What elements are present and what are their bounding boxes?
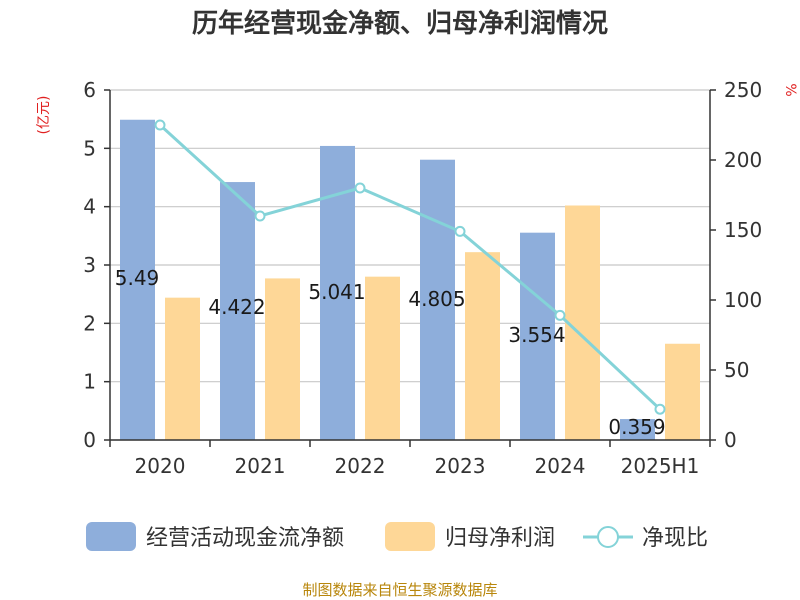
x-tick-label: 2023 xyxy=(435,454,486,478)
legend-swatch-netprofit xyxy=(385,522,435,551)
bar-netprofit xyxy=(565,205,600,440)
y-left-unit: (亿元) xyxy=(36,96,52,135)
ratio-point xyxy=(554,309,566,321)
source-note: 制图数据来自恒生聚源数据库 xyxy=(302,581,497,599)
ratio-point xyxy=(254,210,266,222)
data-label-cashflow: 5.041 xyxy=(308,280,365,304)
data-label-cashflow: 5.49 xyxy=(115,266,160,290)
x-tick-label: 2020 xyxy=(135,454,186,478)
legend: 经营活动现金流净额 归母净利润 净现比 xyxy=(86,522,708,551)
data-labels: 5.49 4.422 5.041 4.805 3.554 0.359 xyxy=(115,266,666,439)
ratio-point xyxy=(154,119,166,131)
ratio-line xyxy=(154,119,666,415)
data-label-cashflow: 4.805 xyxy=(408,287,465,311)
bar-netprofit xyxy=(265,278,300,440)
data-label-cashflow: 4.422 xyxy=(208,295,265,319)
axes: 0 1 2 3 4 5 6 0 50 100 150 200 250 2020 2021 2022 2023 20… xyxy=(83,78,762,478)
y-left-tick-label: 1 xyxy=(83,370,96,394)
bar-cashflow xyxy=(120,119,155,440)
x-tick-label: 2022 xyxy=(335,454,386,478)
y-left-tick-label: 4 xyxy=(83,195,96,219)
y-left-tick-label: 2 xyxy=(83,311,96,335)
y-right-unit: % xyxy=(782,83,798,96)
y-left-tick-label: 3 xyxy=(83,253,96,277)
bar-cashflow xyxy=(520,232,555,440)
y-left-tick-label: 5 xyxy=(83,136,96,160)
bar-netprofit xyxy=(665,343,700,440)
data-label-cashflow: 0.359 xyxy=(608,415,665,439)
legend-label-netprofit: 归母净利润 xyxy=(445,526,555,551)
chart-title: 历年经营现金净额、归母净利润情况 xyxy=(192,8,608,39)
y-right-tick-label: 150 xyxy=(724,218,762,242)
bar-netprofit xyxy=(165,297,200,440)
ratio-line-path xyxy=(158,123,662,411)
x-tick-label: 2024 xyxy=(535,454,586,478)
legend-label-ratio: 净现比 xyxy=(642,526,708,551)
bar-cashflow xyxy=(420,159,455,441)
y-right-tick-label: 100 xyxy=(724,288,762,312)
legend-swatch-cashflow xyxy=(86,522,136,551)
y-right-tick-label: 250 xyxy=(724,78,762,102)
ratio-point xyxy=(454,225,466,237)
bar-netprofit xyxy=(365,276,400,440)
legend-label-cashflow: 经营活动现金流净额 xyxy=(146,526,344,551)
y-left-tick-label: 6 xyxy=(83,78,96,102)
bars xyxy=(120,119,700,441)
ratio-point xyxy=(654,403,666,415)
y-right-tick-label: 200 xyxy=(724,148,762,172)
gridlines xyxy=(110,89,710,441)
bar-netprofit xyxy=(465,252,500,440)
data-label-cashflow: 3.554 xyxy=(508,323,565,347)
bar-cashflow xyxy=(620,419,655,440)
y-left-tick-label: 0 xyxy=(83,428,96,452)
y-right-tick-label: 50 xyxy=(724,358,749,382)
ratio-point xyxy=(354,182,366,194)
x-tick-label: 2025H1 xyxy=(621,454,700,478)
y-right-tick-label: 0 xyxy=(724,428,737,452)
x-tick-label: 2021 xyxy=(235,454,286,478)
legend-marker-ratio xyxy=(597,526,619,548)
bar-cashflow xyxy=(220,182,255,441)
